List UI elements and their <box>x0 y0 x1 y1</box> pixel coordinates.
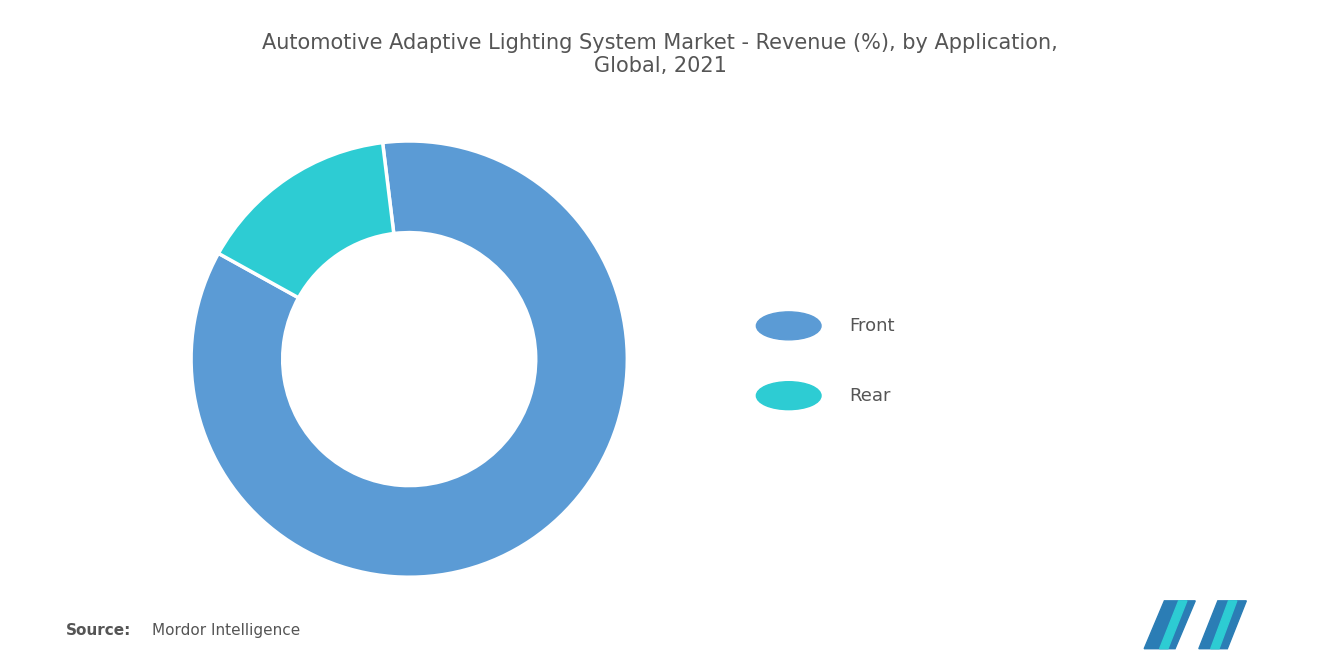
Text: Front: Front <box>849 317 894 335</box>
Polygon shape <box>1144 601 1196 649</box>
Wedge shape <box>218 142 393 298</box>
Text: Rear: Rear <box>849 386 890 405</box>
Wedge shape <box>191 141 627 577</box>
Polygon shape <box>1159 601 1187 649</box>
Polygon shape <box>1210 601 1237 649</box>
Circle shape <box>756 382 821 410</box>
Text: Mordor Intelligence: Mordor Intelligence <box>152 623 300 638</box>
Polygon shape <box>1199 601 1246 649</box>
Text: Automotive Adaptive Lighting System Market - Revenue (%), by Application,
Global: Automotive Adaptive Lighting System Mark… <box>263 33 1057 76</box>
Circle shape <box>756 312 821 340</box>
Text: Source:: Source: <box>66 623 132 638</box>
